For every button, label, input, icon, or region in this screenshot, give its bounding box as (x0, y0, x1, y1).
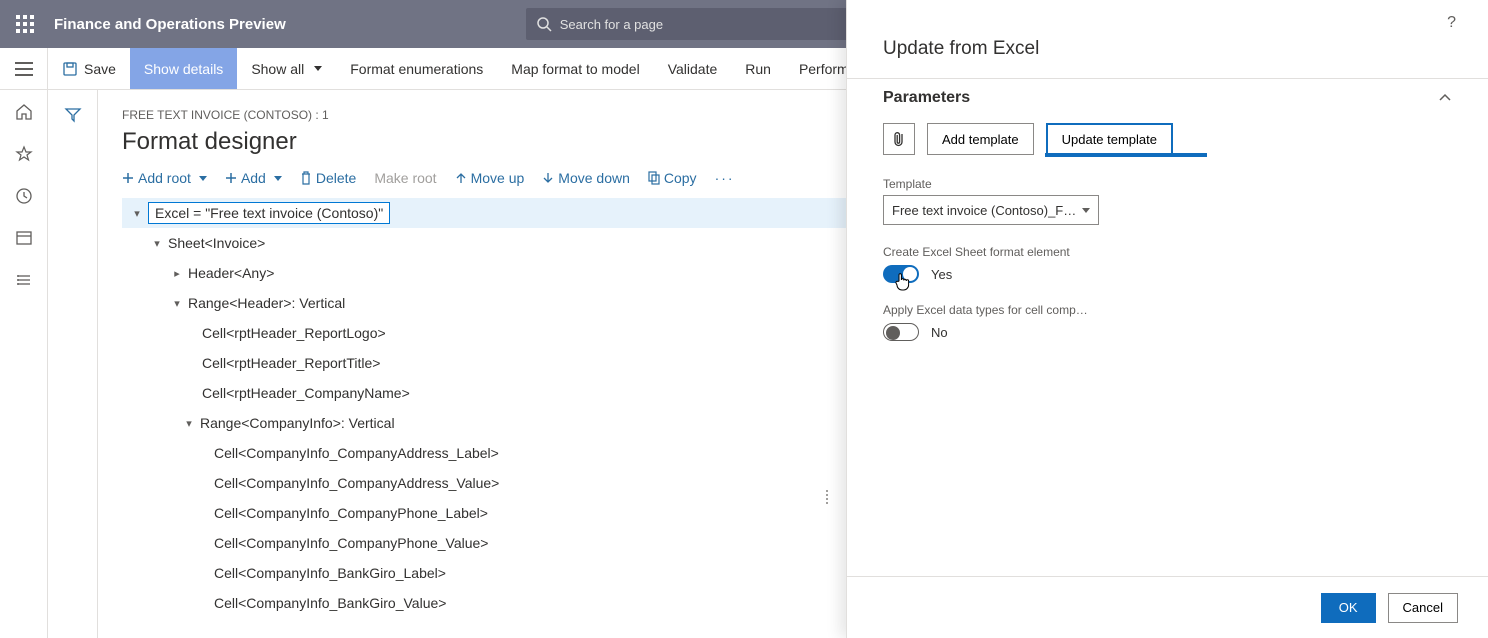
chevron-down-icon (199, 176, 207, 181)
arrow-down-icon (542, 172, 554, 184)
run-button[interactable]: Run (731, 48, 785, 89)
show-details-label: Show details (144, 61, 223, 77)
cursor-hand-icon (893, 271, 915, 293)
paperclip-icon (892, 131, 906, 147)
arrow-up-icon (455, 172, 467, 184)
search-placeholder: Search for a page (560, 17, 663, 32)
parameters-section-title: Parameters (883, 89, 970, 107)
tree-node-label: Cell<rptHeader_ReportLogo> (202, 325, 386, 341)
ok-button[interactable]: OK (1321, 593, 1376, 623)
update-template-label: Update template (1062, 132, 1157, 147)
map-format-button[interactable]: Map format to model (497, 48, 653, 89)
show-all-label: Show all (251, 61, 304, 77)
splitter-handle[interactable] (824, 490, 830, 504)
attachment-button[interactable] (883, 123, 915, 155)
tree-node-label: Cell<CompanyInfo_CompanyPhone_Value> (214, 535, 488, 551)
tree-node-label: Excel = "Free text invoice (Contoso)" (148, 202, 390, 224)
tree-node-label: Range<Header>: Vertical (188, 295, 345, 311)
add-root-button[interactable]: Add root (122, 170, 207, 186)
format-enum-label: Format enumerations (350, 61, 483, 77)
update-template-button[interactable]: Update template (1046, 123, 1173, 155)
tree-node-label: Cell<CompanyInfo_CompanyAddress_Value> (214, 475, 499, 491)
chevron-down-icon (274, 176, 282, 181)
move-down-button[interactable]: Move down (542, 170, 630, 186)
move-up-button[interactable]: Move up (455, 170, 525, 186)
create-sheet-toggle[interactable] (883, 265, 919, 283)
filter-column (48, 90, 98, 638)
apply-types-toggle[interactable] (883, 323, 919, 341)
tree-node-label: Cell<CompanyInfo_BankGiro_Value> (214, 595, 446, 611)
waffle-icon[interactable] (16, 15, 34, 33)
format-enumerations-button[interactable]: Format enumerations (336, 48, 497, 89)
make-root-button: Make root (374, 170, 436, 186)
tree-node-label: Header<Any> (188, 265, 274, 281)
home-icon[interactable] (14, 102, 34, 122)
template-dropdown-value: Free text invoice (Contoso)_F… (892, 203, 1076, 218)
create-sheet-value: Yes (931, 267, 952, 282)
workspaces-icon[interactable] (14, 228, 34, 248)
favorites-icon[interactable] (14, 144, 34, 164)
add-template-label: Add template (942, 132, 1019, 147)
show-details-button[interactable]: Show details (130, 48, 237, 89)
nav-toggle[interactable] (0, 48, 48, 89)
save-button[interactable]: Save (48, 48, 130, 89)
add-label: Add (241, 170, 266, 186)
hamburger-icon (15, 62, 33, 76)
delete-button[interactable]: Delete (300, 170, 356, 186)
trash-icon (300, 171, 312, 185)
tree-node-label: Range<CompanyInfo>: Vertical (200, 415, 395, 431)
plus-icon (225, 172, 237, 184)
apply-types-label: Apply Excel data types for cell comp… (883, 303, 1452, 317)
validate-button[interactable]: Validate (654, 48, 732, 89)
move-down-label: Move down (558, 170, 630, 186)
more-button[interactable]: ··· (715, 170, 735, 186)
left-rail (0, 90, 48, 638)
cancel-button[interactable]: Cancel (1388, 593, 1458, 623)
copy-label: Copy (664, 170, 697, 186)
app-title: Finance and Operations Preview (54, 16, 286, 33)
save-icon (62, 61, 78, 77)
map-format-label: Map format to model (511, 61, 639, 77)
help-icon[interactable]: ? (1447, 14, 1456, 32)
tree-node-label: Cell<CompanyInfo_CompanyAddress_Label> (214, 445, 499, 461)
copy-icon (648, 171, 660, 185)
tree-node-label: Cell<rptHeader_CompanyName> (202, 385, 410, 401)
delete-label: Delete (316, 170, 356, 186)
add-template-button[interactable]: Add template (927, 123, 1034, 155)
plus-icon (122, 172, 134, 184)
show-all-button[interactable]: Show all (237, 48, 336, 89)
add-root-label: Add root (138, 170, 191, 186)
search-icon (536, 16, 552, 32)
cancel-label: Cancel (1403, 600, 1443, 615)
chevron-down-icon (314, 66, 322, 71)
tree-node-label: Cell<CompanyInfo_CompanyPhone_Label> (214, 505, 488, 521)
tree-node-label: Cell<CompanyInfo_BankGiro_Label> (214, 565, 446, 581)
ok-label: OK (1339, 600, 1358, 615)
recent-icon[interactable] (14, 186, 34, 206)
add-button[interactable]: Add (225, 170, 282, 186)
save-label: Save (84, 61, 116, 77)
move-up-label: Move up (471, 170, 525, 186)
modules-icon[interactable] (14, 270, 34, 290)
tree-node-label: Sheet<Invoice> (168, 235, 265, 251)
panel-title: Update from Excel (847, 0, 1488, 78)
chevron-up-icon[interactable] (1438, 91, 1452, 105)
tree-node-label: Cell<rptHeader_ReportTitle> (202, 355, 380, 371)
template-dropdown[interactable]: Free text invoice (Contoso)_F… (883, 195, 1099, 225)
validate-label: Validate (668, 61, 718, 77)
run-label: Run (745, 61, 771, 77)
apply-types-value: No (931, 325, 948, 340)
update-from-excel-panel: Update from Excel Parameters Add templat… (846, 0, 1488, 638)
template-field-label: Template (883, 177, 1452, 191)
copy-button[interactable]: Copy (648, 170, 697, 186)
create-sheet-label: Create Excel Sheet format element (883, 245, 1452, 259)
filter-icon[interactable] (64, 106, 82, 124)
chevron-down-icon (1082, 208, 1090, 213)
